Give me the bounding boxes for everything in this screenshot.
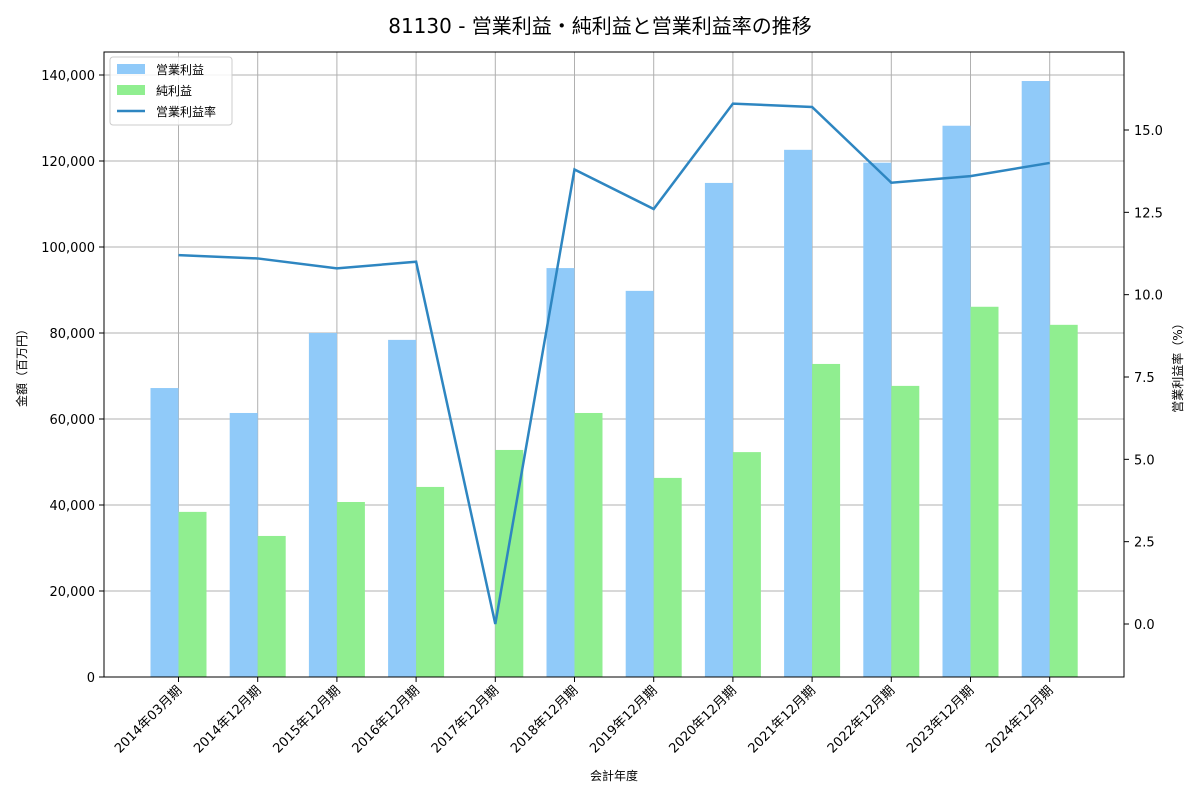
y-tick-label: 0	[87, 671, 95, 686]
x-tick-label: 2022年12月期	[825, 683, 898, 756]
y2-tick-label: 12.5	[1134, 206, 1163, 221]
y-tick-label: 60,000	[50, 413, 96, 428]
legend-patch-operating-profit-icon	[117, 64, 145, 74]
y-axis-right: 0.0 2.5 5.0 7.5 10.0 12.5 15.0	[1124, 124, 1163, 633]
bar-operating-profit	[704, 182, 733, 677]
y2-tick-label: 0.0	[1134, 618, 1155, 633]
legend-patch-net-profit-icon	[117, 85, 145, 95]
bar-operating-profit	[229, 412, 258, 677]
y-axis-left: 0 20,000 40,000 60,000 80,000 100,000 120,000 1…	[41, 69, 104, 686]
x-axis-label: 会計年度	[590, 768, 638, 783]
y2-tick-label: 10.0	[1134, 289, 1163, 304]
y-axis-label: 金額（百万円）	[14, 323, 29, 407]
legend: 営業利益 純利益 営業利益率	[109, 56, 233, 126]
x-tick-label: 2014年12月期	[191, 683, 264, 756]
bar-operating-profit	[388, 339, 417, 677]
bar-net-profit	[653, 477, 682, 677]
bar-operating-profit	[625, 290, 654, 677]
bar-net-profit	[970, 306, 999, 677]
bar-operating-profit	[863, 162, 892, 678]
x-tick-label: 2019年12月期	[587, 683, 660, 756]
y2-axis-label: 営業利益率（%）	[1170, 317, 1185, 412]
x-tick-label: 2017年12月期	[429, 683, 502, 756]
y-tick-label: 20,000	[50, 585, 96, 600]
bar-net-profit	[1049, 324, 1078, 677]
legend-label-operating-profit: 営業利益	[156, 63, 204, 77]
line-series	[178, 102, 1050, 625]
y-tick-label: 140,000	[41, 69, 95, 84]
bar-net-profit	[812, 363, 841, 677]
bar-operating-profit	[784, 149, 813, 677]
x-tick-label: 2014年03月期	[112, 683, 185, 756]
bar-net-profit	[574, 412, 603, 677]
chart-title: 81130 - 営業利益・純利益と営業利益率の推移	[388, 14, 812, 38]
x-tick-label: 2016年12月期	[350, 683, 423, 756]
bar-net-profit	[416, 486, 445, 677]
bar-net-profit	[732, 452, 761, 677]
y-tick-label: 120,000	[41, 155, 95, 170]
legend-label-net-profit: 純利益	[156, 84, 192, 98]
legend-label-operating-margin: 営業利益率	[156, 104, 216, 119]
x-axis: 2014年03月期 2014年12月期 2015年12月期 2016年12月期 2017…	[112, 677, 1057, 757]
plot-frame	[103, 51, 1125, 678]
y2-tick-label: 15.0	[1134, 124, 1163, 139]
x-tick-label: 2020年12月期	[666, 683, 739, 756]
line-operating-margin	[178, 102, 1050, 625]
bar-operating-profit	[546, 268, 575, 677]
y2-tick-label: 5.0	[1134, 453, 1155, 468]
bar-net-profit	[178, 511, 207, 677]
x-tick-label: 2021年12月期	[746, 683, 819, 756]
bar-net-profit	[336, 501, 365, 677]
bar-operating-profit	[1021, 81, 1050, 677]
bar-series	[150, 81, 1078, 678]
bar-operating-profit	[942, 125, 971, 678]
x-tick-label: 2024年12月期	[983, 683, 1056, 756]
y-tick-label: 80,000	[50, 327, 96, 342]
y-tick-label: 100,000	[41, 241, 95, 256]
bar-net-profit	[257, 535, 286, 677]
bar-operating-profit	[308, 333, 337, 677]
bar-net-profit	[891, 385, 920, 677]
bar-operating-profit	[150, 388, 179, 677]
x-tick-label: 2018年12月期	[508, 683, 581, 756]
y2-tick-label: 2.5	[1134, 536, 1155, 551]
y2-tick-label: 7.5	[1134, 371, 1155, 386]
y-tick-label: 40,000	[50, 499, 96, 514]
x-tick-label: 2015年12月期	[270, 683, 343, 756]
x-tick-label: 2023年12月期	[904, 683, 977, 756]
